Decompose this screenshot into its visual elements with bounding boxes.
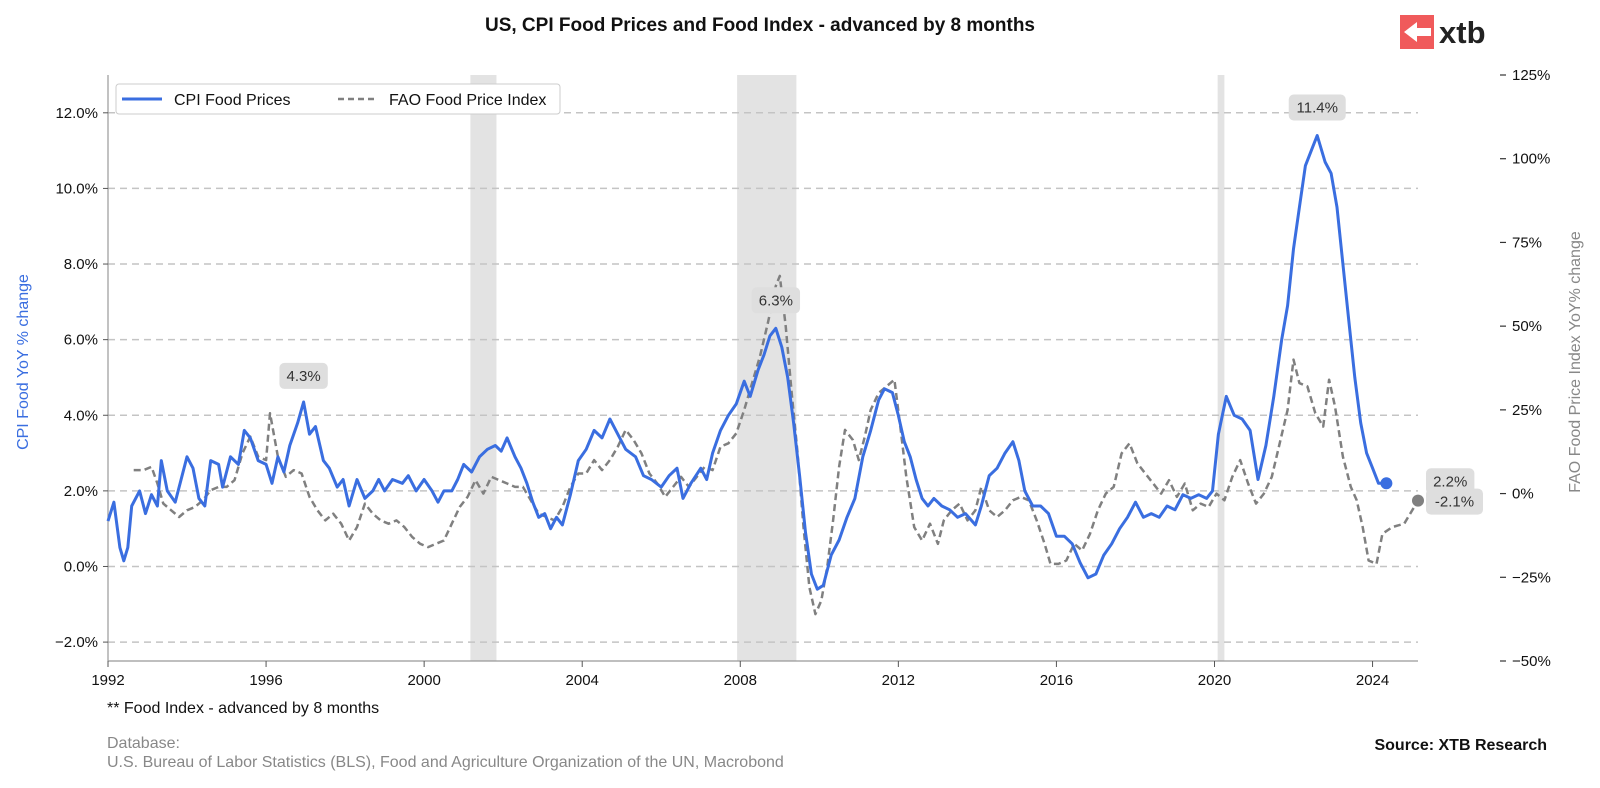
x-tick-label: 1996	[249, 672, 282, 689]
last-value-label-text: -2.1%	[1435, 494, 1474, 511]
legend: CPI Food Prices FAO Food Price Index	[115, 83, 561, 115]
right-tick-label: 100%	[1512, 151, 1550, 168]
series-line-cpi	[106, 134, 1387, 591]
right-axis-label: FAO Food Price Index YoY% change	[1567, 231, 1584, 493]
peak-label-text: 11.4%	[1297, 99, 1338, 116]
x-tick-label: 2012	[882, 672, 915, 689]
right-tick-label: 0%	[1512, 486, 1534, 503]
x-tick-label: 2020	[1198, 672, 1231, 689]
peak-label: 6.3%	[751, 287, 801, 314]
left-tick-label: 2.0%	[64, 483, 98, 500]
xtb-logo: xtb	[1400, 15, 1486, 50]
database-label: Database:	[107, 735, 180, 752]
left-tick-label: 12.0%	[55, 105, 98, 122]
peak-label-text: 6.3%	[759, 292, 793, 309]
right-tick-label: 75%	[1512, 234, 1542, 251]
axes: −2.0% 0.0% 2.0% 4.0% 6.0% 8.0% 10.0% 12.0% −50% −…	[55, 67, 1551, 689]
x-tick-label: 2000	[407, 672, 440, 689]
recession-band	[470, 75, 497, 661]
legend-label-cpi: CPI Food Prices	[174, 92, 290, 109]
xtb-logo-text: xtb	[1439, 15, 1486, 50]
peak-label-box	[1288, 94, 1346, 121]
last-value-label-box	[1426, 488, 1483, 515]
source-label: Source: XTB Research	[1374, 737, 1547, 754]
series-lines	[106, 134, 1420, 616]
recession-band	[1217, 75, 1225, 661]
peak-label: 11.4%	[1288, 94, 1346, 121]
last-value-marker	[1380, 477, 1393, 490]
last-value-label-box	[1426, 468, 1475, 495]
peak-label-box	[751, 287, 801, 314]
x-tick-label: 2016	[1040, 672, 1073, 689]
right-tick-label: 50%	[1512, 318, 1542, 335]
x-tick-label: 2004	[566, 672, 599, 689]
x-tick-label: 2024	[1356, 672, 1389, 689]
x-tick-label: 2008	[724, 672, 757, 689]
right-tick-label: 25%	[1512, 402, 1542, 419]
last-value-label: 2.2%	[1426, 468, 1475, 495]
left-tick-label: 0.0%	[64, 558, 98, 575]
last-value-label: -2.1%	[1426, 488, 1483, 515]
series-line-fao	[133, 274, 1420, 616]
peak-label-text: 4.3%	[287, 368, 321, 385]
right-tick-label: 125%	[1512, 67, 1550, 84]
chart-title: US, CPI Food Prices and Food Index - adv…	[485, 15, 1035, 36]
annotations: 4.3% 6.3% 11.4% 2.2% -2.1%	[279, 94, 1483, 515]
left-tick-label: 10.0%	[55, 180, 98, 197]
recession-band	[737, 75, 797, 661]
last-value-label-text: 2.2%	[1433, 473, 1467, 490]
xtb-logo-arrow-icon	[1404, 22, 1431, 42]
peak-label-box	[279, 362, 328, 389]
database-sources: U.S. Bureau of Labor Statistics (BLS), F…	[107, 754, 784, 771]
peak-label: 4.3%	[279, 362, 328, 389]
last-value-marker	[1412, 494, 1424, 507]
left-tick-label: −2.0%	[55, 634, 98, 651]
recession-bands	[470, 75, 1225, 661]
right-tick-label: −50%	[1512, 653, 1551, 670]
legend-label-fao: FAO Food Price Index	[389, 92, 546, 109]
left-tick-label: 4.0%	[64, 407, 98, 424]
footnote: ** Food Index - advanced by 8 months	[107, 700, 379, 717]
left-axis-label: CPI Food YoY % change	[15, 274, 32, 450]
right-tick-label: −25%	[1512, 569, 1551, 586]
x-tick-label: 1992	[91, 672, 124, 689]
left-tick-label: 8.0%	[64, 256, 98, 273]
left-tick-label: 6.0%	[64, 332, 98, 349]
